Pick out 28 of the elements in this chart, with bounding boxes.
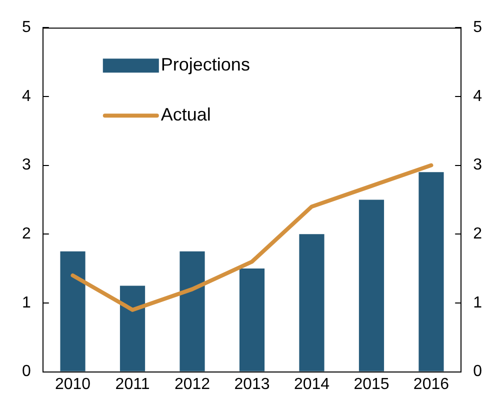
y-tick-label: 2 bbox=[22, 226, 31, 243]
bar bbox=[418, 172, 444, 372]
bar bbox=[239, 268, 265, 372]
y-tick-label: 1 bbox=[22, 294, 31, 312]
x-tick-label: 2015 bbox=[354, 376, 390, 393]
bar bbox=[358, 200, 384, 372]
bar bbox=[120, 286, 146, 372]
y-tick-label: 5 bbox=[22, 19, 31, 36]
bar bbox=[299, 234, 324, 372]
y-tick-label: 4 bbox=[22, 88, 31, 105]
x-tick-label: 2014 bbox=[294, 376, 330, 393]
y2-tick-label: 3 bbox=[473, 156, 482, 174]
y2-tick-label: 2 bbox=[473, 226, 482, 243]
x-tick-label: 2011 bbox=[115, 376, 150, 393]
y2-tick-label: 1 bbox=[473, 294, 482, 312]
legend-label: Projections bbox=[160, 54, 250, 75]
bar bbox=[180, 251, 205, 372]
x-tick-label: 2013 bbox=[234, 376, 270, 393]
x-tick-label: 2016 bbox=[413, 376, 450, 393]
y2-tick-label: 0 bbox=[473, 363, 482, 380]
y-tick-label: 3 bbox=[22, 156, 31, 174]
y2-tick-label: 4 bbox=[473, 88, 482, 105]
bar bbox=[60, 251, 86, 372]
y2-tick-label: 5 bbox=[473, 19, 482, 36]
y-tick-label: 0 bbox=[22, 363, 31, 380]
legend-label: Actual bbox=[160, 104, 211, 125]
x-tick-label: 2010 bbox=[54, 376, 91, 393]
x-tick-label: 2012 bbox=[174, 376, 210, 393]
